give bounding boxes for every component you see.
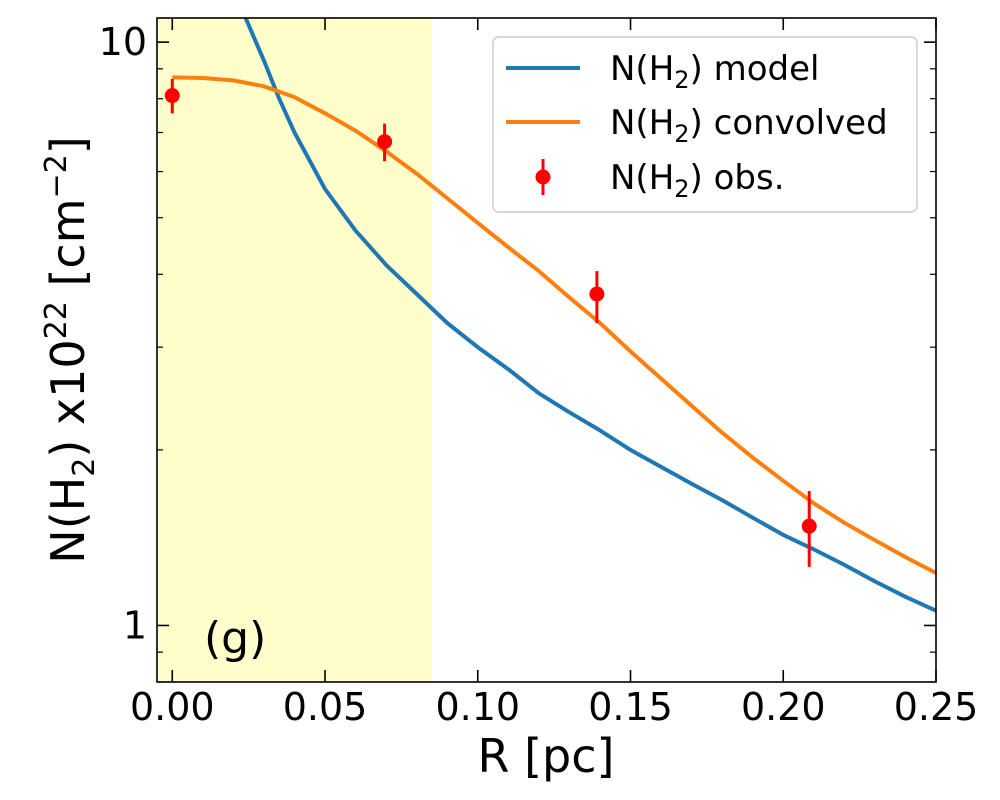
obs-point-3 [801, 518, 817, 534]
panel-label: (g) [204, 613, 266, 664]
obs-point-1 [377, 134, 393, 150]
legend-label-convolved: N(H2) convolved [610, 103, 888, 148]
legend-box [492, 36, 918, 213]
x-tick-label: 0.25 [894, 685, 979, 729]
legend-label-model: N(H2) model [610, 49, 820, 94]
x-tick-label: 0.10 [435, 685, 520, 729]
obs-point-2 [589, 286, 605, 302]
y-tick-label: 1 [123, 603, 147, 647]
obs-point-0 [164, 88, 180, 104]
series-line-model [243, 18, 936, 613]
shaded-region [157, 18, 432, 682]
x-axis-label: R [pc] [478, 729, 615, 783]
legend: N(H2) model N(H2) convolved N(H2) obs. [492, 36, 918, 213]
plot-frame [156, 17, 937, 683]
legend-label-obs: N(H2) obs. [610, 158, 785, 203]
x-tick-label: 0.15 [588, 685, 673, 729]
x-tick-label: 0.05 [283, 685, 368, 729]
y-tick-label: 10 [99, 20, 147, 64]
y-axis-label: N(H2) x1022 [cm−2] [39, 136, 102, 563]
x-tick-label: 0.00 [130, 685, 215, 729]
x-tick-label: 0.20 [741, 685, 826, 729]
legend-swatch-obs-marker [535, 169, 551, 185]
